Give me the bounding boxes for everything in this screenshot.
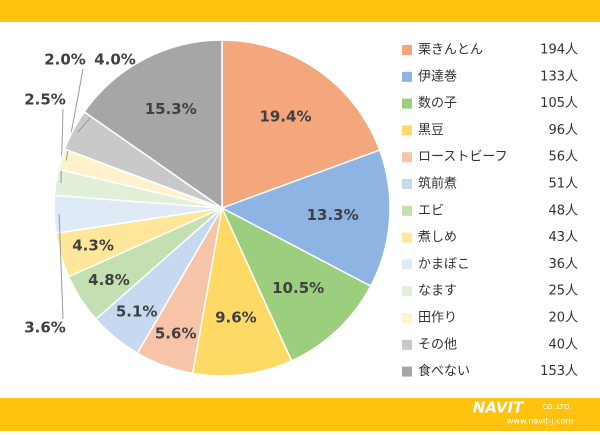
pie-label: 4.3% xyxy=(72,236,114,254)
legend-swatch xyxy=(402,205,412,216)
legend-count: 48人 xyxy=(548,203,578,218)
legend-label: 筑前煮 xyxy=(418,176,457,192)
legend-label: 数の子 xyxy=(418,96,457,111)
pie-label: 2.5% xyxy=(24,91,66,109)
leader-line xyxy=(58,214,64,320)
pie-label: 4.8% xyxy=(88,271,130,289)
pie-slice xyxy=(191,205,293,377)
legend-label: なます xyxy=(418,284,457,299)
top-band xyxy=(0,0,600,22)
legend-label: エビ xyxy=(418,203,444,218)
pie-label: 2.0% xyxy=(44,51,86,69)
legend-swatch xyxy=(402,152,412,163)
pie-label: 4.0% xyxy=(94,51,136,69)
legend-swatch xyxy=(402,259,412,270)
legend-count: 51人 xyxy=(548,177,578,192)
legend-label: かまぼこ xyxy=(418,257,470,272)
pie-label: 9.6% xyxy=(215,309,257,327)
company: CO.,LTD. xyxy=(542,403,571,411)
logo: NAVIT xyxy=(473,399,525,417)
legend-count: 105人 xyxy=(540,96,578,111)
pie-slice xyxy=(83,39,223,210)
pie-slice xyxy=(220,206,372,362)
pie-slice xyxy=(220,149,391,288)
legend-swatch xyxy=(402,71,412,82)
legend-count: 43人 xyxy=(548,230,578,245)
legend-count: 153人 xyxy=(540,364,578,379)
legend-count: 96人 xyxy=(548,123,578,138)
legend-swatch xyxy=(402,286,412,297)
pie-label: 15.3% xyxy=(145,100,197,118)
legend-swatch xyxy=(402,232,412,243)
legend-label: その他 xyxy=(418,337,457,352)
pie-label: 13.3% xyxy=(307,206,359,224)
url: www.navit-j.com xyxy=(507,417,573,426)
legend-swatch xyxy=(402,98,412,109)
bottom-band xyxy=(0,398,600,431)
pie-slice xyxy=(221,39,381,210)
legend-count: 133人 xyxy=(540,69,578,84)
legend-label: 田作り xyxy=(418,311,457,326)
legend-label: 伊達巻 xyxy=(418,69,457,84)
pie-label: 19.4% xyxy=(259,108,311,126)
legend-count: 36人 xyxy=(548,257,578,272)
legend-swatch xyxy=(402,179,412,189)
legend-label: 黒豆 xyxy=(418,123,444,138)
legend-swatch xyxy=(402,313,412,323)
legend-count: 20人 xyxy=(548,311,578,326)
legend-swatch xyxy=(402,125,412,136)
legend-count: 25人 xyxy=(548,284,578,299)
legend-label: 煮しめ xyxy=(418,230,457,245)
pie-label: 10.5% xyxy=(272,279,324,297)
legend-label: 食べない xyxy=(418,363,470,379)
legend-swatch xyxy=(402,45,412,55)
legend-swatch xyxy=(402,339,412,350)
legend-label: 栗きんとん xyxy=(418,43,483,58)
legend-count: 194人 xyxy=(540,43,578,58)
legend-label: ローストビーフ xyxy=(418,150,508,165)
legend-swatch xyxy=(402,366,412,377)
legend-count: 56人 xyxy=(548,150,578,165)
pie-label: 3.6% xyxy=(24,319,66,337)
pie-label: 5.1% xyxy=(116,302,158,320)
legend-count: 40人 xyxy=(548,337,578,352)
pie-label: 5.6% xyxy=(155,325,197,343)
